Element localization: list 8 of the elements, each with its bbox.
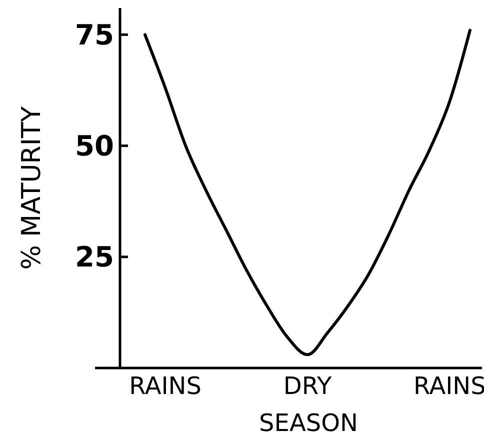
y-tick-label: 25 [75, 240, 114, 274]
x-axis-title: SEASON [259, 409, 358, 437]
x-tick-label: RAINS [129, 372, 202, 400]
y-tick-label: 50 [75, 130, 114, 163]
line-series [144, 28, 472, 356]
y-tick-label: 75 [75, 18, 114, 52]
y-axis-title: % MATURITY [17, 106, 47, 270]
x-tick-label: DRY [283, 372, 332, 400]
